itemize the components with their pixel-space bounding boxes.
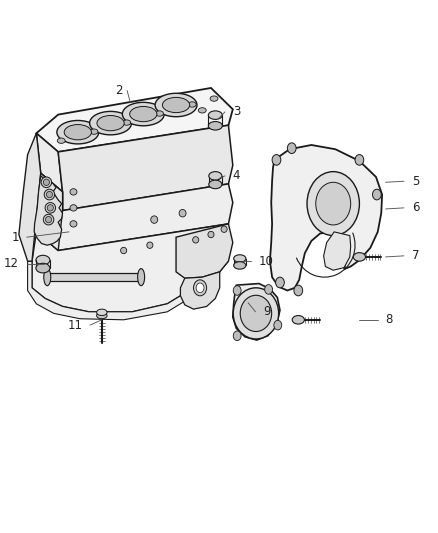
Ellipse shape: [57, 138, 65, 143]
Ellipse shape: [208, 231, 214, 238]
Polygon shape: [270, 145, 382, 290]
Text: 10: 10: [259, 255, 274, 268]
Ellipse shape: [209, 172, 222, 180]
Ellipse shape: [122, 102, 164, 126]
Ellipse shape: [147, 242, 153, 248]
Ellipse shape: [179, 209, 186, 217]
Ellipse shape: [120, 247, 127, 254]
Polygon shape: [36, 173, 63, 251]
Polygon shape: [34, 176, 63, 245]
Ellipse shape: [130, 107, 157, 122]
Ellipse shape: [274, 320, 282, 330]
Polygon shape: [36, 133, 63, 192]
Polygon shape: [19, 133, 41, 261]
Text: 11: 11: [67, 319, 82, 332]
Ellipse shape: [97, 312, 107, 319]
Polygon shape: [36, 173, 233, 251]
Text: 1: 1: [11, 231, 19, 244]
Ellipse shape: [355, 155, 364, 165]
Ellipse shape: [90, 111, 131, 135]
Ellipse shape: [272, 155, 281, 165]
Ellipse shape: [151, 216, 158, 223]
Ellipse shape: [43, 179, 49, 185]
Polygon shape: [32, 224, 229, 312]
Ellipse shape: [265, 285, 272, 294]
Ellipse shape: [233, 286, 241, 295]
Ellipse shape: [162, 98, 190, 112]
Ellipse shape: [372, 189, 381, 200]
Ellipse shape: [193, 237, 199, 243]
Ellipse shape: [43, 214, 54, 225]
Ellipse shape: [307, 172, 360, 236]
Ellipse shape: [47, 205, 53, 211]
Ellipse shape: [198, 108, 206, 113]
Polygon shape: [47, 273, 141, 281]
Ellipse shape: [90, 129, 98, 134]
Text: 5: 5: [412, 175, 419, 188]
Polygon shape: [58, 125, 233, 211]
Ellipse shape: [70, 205, 77, 211]
Ellipse shape: [210, 96, 218, 101]
Ellipse shape: [234, 262, 246, 269]
Ellipse shape: [36, 263, 50, 273]
Ellipse shape: [44, 269, 51, 286]
Ellipse shape: [233, 288, 279, 339]
Text: 2: 2: [116, 84, 123, 97]
Ellipse shape: [194, 280, 207, 296]
Ellipse shape: [209, 180, 222, 189]
Text: 7: 7: [412, 249, 419, 262]
Polygon shape: [36, 88, 233, 152]
Ellipse shape: [57, 120, 99, 144]
Text: 9: 9: [263, 305, 271, 318]
Ellipse shape: [292, 316, 304, 324]
Ellipse shape: [233, 331, 241, 341]
Ellipse shape: [97, 309, 107, 316]
Ellipse shape: [70, 189, 77, 195]
Text: 4: 4: [233, 169, 240, 182]
Ellipse shape: [234, 255, 246, 262]
Ellipse shape: [138, 269, 145, 286]
Polygon shape: [180, 272, 220, 309]
Ellipse shape: [155, 111, 163, 116]
Ellipse shape: [97, 116, 124, 131]
Ellipse shape: [208, 122, 223, 130]
Text: 3: 3: [233, 106, 240, 118]
Ellipse shape: [41, 177, 52, 188]
Ellipse shape: [276, 277, 284, 288]
Ellipse shape: [316, 182, 351, 225]
Ellipse shape: [36, 255, 50, 265]
Ellipse shape: [294, 285, 303, 296]
Ellipse shape: [353, 253, 366, 261]
Ellipse shape: [155, 93, 197, 117]
Ellipse shape: [221, 226, 227, 232]
Polygon shape: [324, 232, 351, 270]
Text: 6: 6: [412, 201, 419, 214]
Polygon shape: [233, 284, 280, 340]
Text: 12: 12: [4, 257, 19, 270]
Ellipse shape: [240, 295, 272, 332]
Ellipse shape: [45, 203, 56, 213]
Ellipse shape: [208, 111, 223, 119]
Ellipse shape: [44, 189, 55, 200]
Ellipse shape: [188, 102, 196, 107]
Ellipse shape: [287, 143, 296, 154]
Ellipse shape: [196, 283, 204, 293]
Polygon shape: [176, 224, 233, 278]
Ellipse shape: [46, 216, 52, 223]
Ellipse shape: [123, 120, 131, 125]
Polygon shape: [28, 243, 229, 320]
Text: 8: 8: [385, 313, 393, 326]
Ellipse shape: [70, 221, 77, 227]
Ellipse shape: [46, 191, 53, 198]
Ellipse shape: [64, 125, 92, 140]
